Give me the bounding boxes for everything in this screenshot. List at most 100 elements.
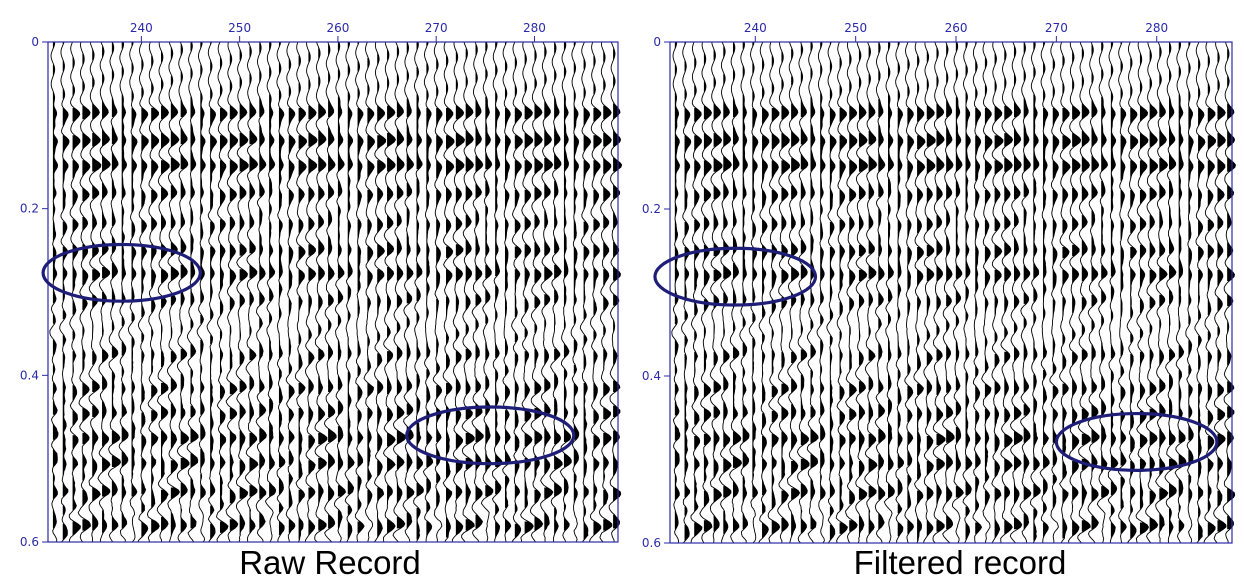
trace-fill — [92, 487, 101, 502]
trace-wiggle — [923, 41, 936, 544]
trace-fill — [298, 160, 307, 177]
trace-wiggle — [942, 41, 955, 544]
trace-fill — [504, 107, 511, 129]
trace-fill — [926, 217, 933, 231]
trace-wiggle — [932, 41, 946, 544]
trace-fill — [907, 57, 910, 70]
trace-fill — [151, 160, 158, 179]
trace-fill — [406, 317, 410, 329]
trace-fill — [210, 87, 213, 99]
trace-fill — [554, 69, 557, 81]
trace-fill — [1120, 451, 1127, 466]
trace-fill — [878, 124, 884, 147]
trace-fill — [781, 324, 783, 341]
trace-fill — [455, 351, 462, 365]
trace-fill — [849, 431, 856, 482]
trace-fill — [52, 42, 55, 49]
trace-fill — [387, 76, 389, 90]
trace-fill — [713, 103, 721, 120]
trace-fill — [674, 64, 677, 77]
trace-fill — [151, 298, 156, 313]
highlight-ellipse — [405, 405, 576, 466]
trace-fill — [820, 365, 824, 395]
trace-fill — [791, 76, 793, 86]
trace-fill — [723, 265, 731, 279]
trace-fill — [328, 210, 332, 227]
trace-fill — [102, 128, 110, 147]
trace-fill — [288, 430, 295, 445]
trace-fill — [1033, 397, 1037, 416]
trace-fill — [694, 456, 700, 473]
trace-fill — [465, 432, 475, 445]
trace-fill — [278, 89, 281, 102]
trace-fill — [1217, 520, 1226, 532]
trace-fill — [102, 46, 104, 58]
trace-fill — [1159, 101, 1166, 118]
trace-fill — [534, 296, 540, 308]
trace-fill — [975, 431, 981, 446]
trace-fill — [219, 432, 226, 449]
trace-fill — [917, 135, 925, 149]
trace-fill — [1139, 299, 1144, 313]
trace-fill — [367, 189, 373, 206]
trace-fill — [994, 433, 1000, 452]
trace-fill — [278, 332, 283, 358]
trace-fill — [544, 512, 550, 531]
trace-fill — [475, 182, 482, 199]
trace-fill — [1023, 96, 1029, 120]
trace-fill — [554, 237, 559, 254]
trace-fill — [416, 421, 423, 470]
trace-fill — [703, 454, 708, 482]
trace-fill — [62, 60, 65, 72]
trace-fill — [72, 455, 78, 472]
trace-fill — [308, 435, 315, 449]
trace-fill — [367, 57, 370, 70]
trace-fill — [229, 53, 232, 65]
trace-fill — [52, 64, 55, 77]
trace-fill — [762, 135, 769, 152]
trace-fill — [1052, 408, 1058, 443]
trace-fill — [1081, 215, 1088, 229]
trace-fill — [269, 482, 276, 497]
trace-fill — [259, 96, 264, 117]
trace-fill — [583, 307, 587, 320]
trace-fill — [917, 354, 921, 370]
trace-fill — [742, 206, 747, 282]
trace-fill — [1188, 365, 1192, 375]
trace-fill — [141, 478, 146, 495]
trace-wiggle — [845, 41, 858, 544]
trace-fill — [573, 246, 578, 306]
trace-fill — [328, 71, 330, 83]
trace-fill — [102, 73, 104, 86]
trace-fill — [288, 107, 295, 127]
trace-wiggle — [806, 41, 819, 544]
trace-fill — [170, 46, 173, 61]
trace-fill — [1198, 383, 1202, 482]
trace-fill — [52, 510, 57, 529]
trace-fill — [544, 157, 553, 172]
trace-fill — [888, 338, 891, 361]
trace-fill — [878, 180, 884, 197]
trace-fill — [994, 381, 1001, 395]
trace-fill — [849, 326, 851, 343]
trace-fill — [92, 157, 101, 172]
trace-fill — [1227, 158, 1236, 172]
trace-fill — [1169, 349, 1175, 361]
trace-fill — [1013, 322, 1017, 334]
trace-fill — [514, 219, 521, 233]
trace-fill — [1139, 133, 1148, 149]
trace-fill — [200, 314, 204, 324]
trace-fill — [416, 178, 420, 215]
trace-fill — [1198, 486, 1203, 500]
trace-fill — [406, 232, 411, 258]
trace-fill — [495, 64, 498, 77]
trace-fill — [337, 205, 342, 258]
trace-wiggle — [540, 41, 554, 543]
trace-fill — [259, 69, 262, 83]
trace-fill — [396, 478, 402, 504]
trace-fill — [396, 455, 405, 470]
trace-fill — [200, 287, 204, 304]
trace-fill — [485, 205, 489, 256]
trace-fill — [1052, 490, 1056, 509]
trace-fill — [936, 376, 941, 395]
